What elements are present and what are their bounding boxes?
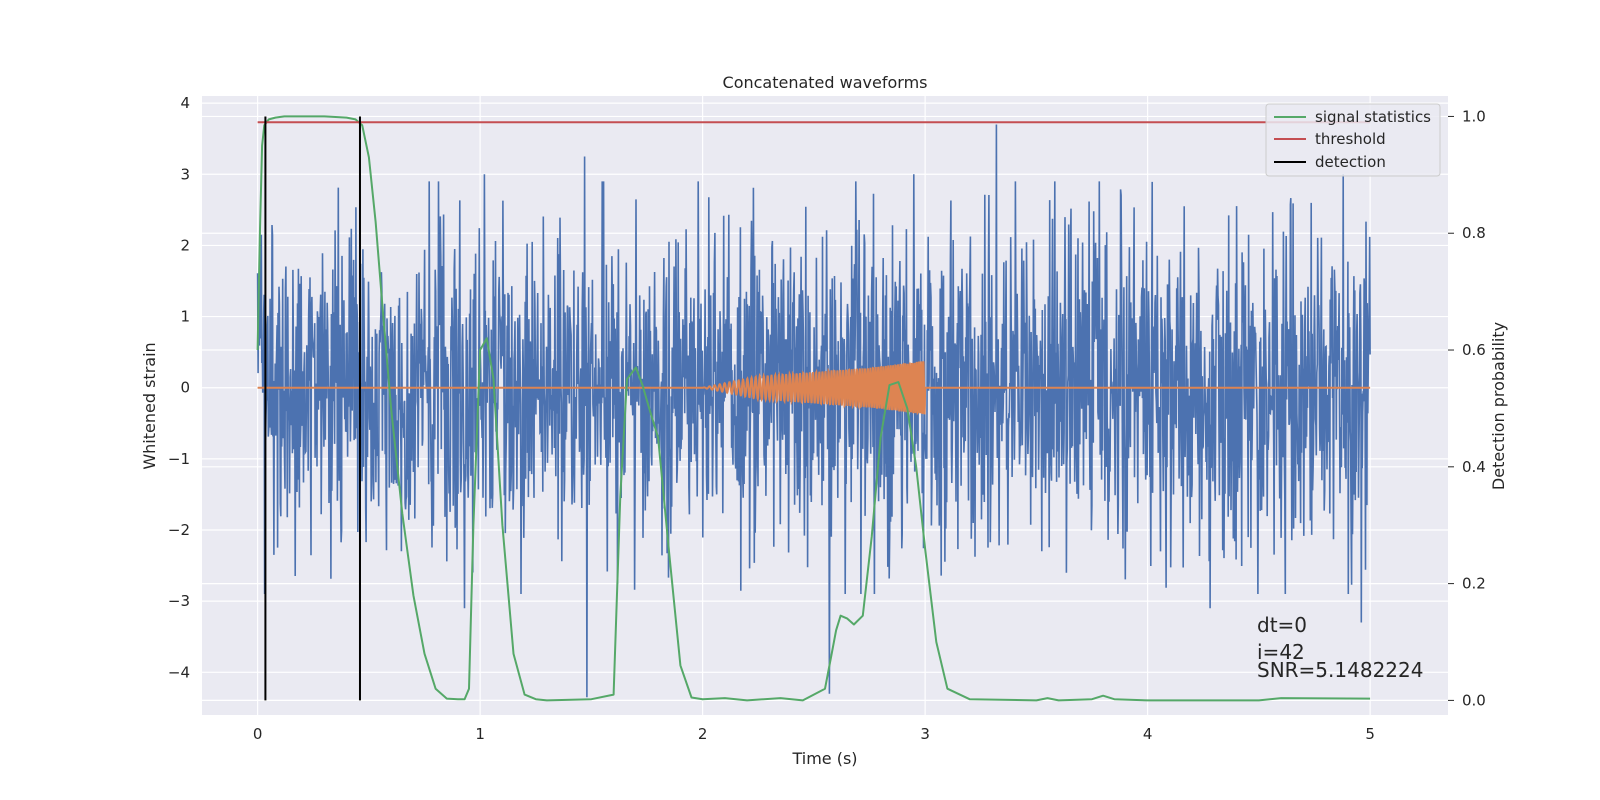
x-axis-label: Time (s) <box>791 749 857 768</box>
y-tick-label: 3 <box>180 165 190 183</box>
legend-box <box>1265 103 1441 177</box>
y2-tick-label: 1.0 <box>1462 107 1486 125</box>
legend-label-statistics: signal statistics <box>1315 108 1431 126</box>
y2-tick-label: 0.8 <box>1462 224 1486 242</box>
y-tick-label: 0 <box>180 379 190 397</box>
x-tick-label: 4 <box>1143 725 1153 743</box>
y-tick-label: −2 <box>168 521 190 539</box>
y-tick-label: −1 <box>168 450 190 468</box>
data-layer <box>256 115 1371 702</box>
annotation-snr: SNR=5.1482224 <box>1257 658 1423 682</box>
legend: signal statistics threshold detection <box>1265 103 1441 177</box>
signal-statistics-line <box>256 115 1371 702</box>
x-tick-label: 3 <box>920 725 930 743</box>
legend-label-detection: detection <box>1315 153 1386 171</box>
x-tick-label: 0 <box>253 725 263 743</box>
x-tick-label: 5 <box>1365 725 1375 743</box>
y-tick-label: −3 <box>168 592 190 610</box>
y2-tick-label: 0.4 <box>1462 458 1486 476</box>
annotation-index: i=42 <box>1257 640 1305 664</box>
chart-title: Concatenated waveforms <box>723 73 928 92</box>
y-tick-label: 2 <box>180 236 190 254</box>
template-line <box>257 361 1371 416</box>
y2-tick-label: 0.6 <box>1462 341 1486 359</box>
y-tick-label: 1 <box>180 308 190 326</box>
y-axis-label: Whitened strain <box>140 342 159 469</box>
y2-tick-label: 0.0 <box>1462 691 1486 709</box>
annotation-dt: dt=0 <box>1257 613 1307 637</box>
legend-label-threshold: threshold <box>1315 130 1386 148</box>
y-tick-label: 4 <box>180 94 190 112</box>
ticks: 0 1 2 3 4 5 −4 −3 −2 −1 0 1 2 3 4 0.0 0.2 0.4 0.6 0.8 1.0 <box>168 94 1486 743</box>
y2-axis-label: Detection probability <box>1489 322 1508 490</box>
x-tick-label: 1 <box>475 725 485 743</box>
y-tick-label: −4 <box>168 663 190 681</box>
x-tick-label: 2 <box>698 725 708 743</box>
y2-tick-label: 0.2 <box>1462 575 1486 593</box>
